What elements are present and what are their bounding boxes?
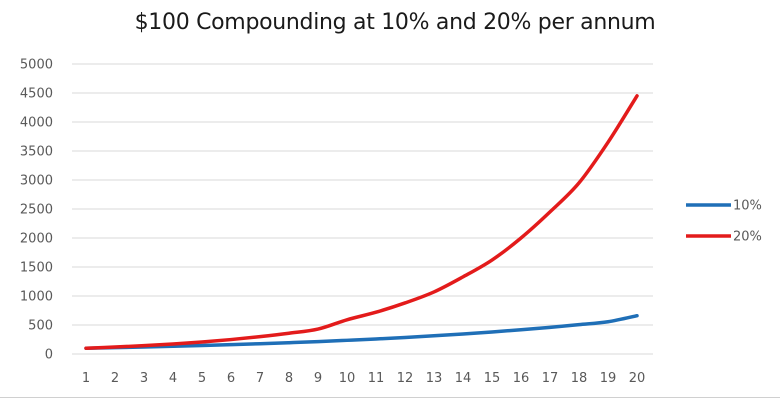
x-axis-ticks: 1 2 3 4 5 6 7 8 9 10 11 12 13 14 15 16 17 18 19 20 [82, 371, 645, 386]
y-tick-label: 4000 [20, 116, 53, 131]
y-tick-label: 4500 [20, 87, 53, 102]
x-tick-label: 19 [600, 371, 617, 386]
chart-title: $100 Compounding at 10% and 20% per annu… [134, 10, 656, 35]
x-tick-label: 3 [140, 371, 148, 386]
y-tick-label: 1000 [20, 290, 53, 305]
y-tick-label: 0 [45, 348, 53, 363]
x-tick-label: 16 [513, 371, 530, 386]
y-tick-label: 3000 [20, 174, 53, 189]
x-tick-label: 4 [169, 371, 177, 386]
legend: 10% 20% [686, 199, 762, 245]
x-tick-label: 5 [198, 371, 206, 386]
legend-item: 20% [686, 230, 762, 245]
y-tick-label: 2000 [20, 232, 53, 247]
x-tick-label: 13 [426, 371, 443, 386]
chart-border-bottom [0, 397, 780, 398]
gridlines [72, 63, 653, 355]
x-tick-label: 6 [227, 371, 235, 386]
y-axis-ticks: 0 500 1000 1500 2000 2500 3000 3500 4000 4500 5000 [20, 58, 53, 363]
x-tick-label: 8 [285, 371, 293, 386]
series-lines [84, 94, 639, 350]
x-tick-label: 10 [339, 371, 356, 386]
x-tick-label: 17 [542, 371, 559, 386]
y-tick-label: 2500 [20, 203, 53, 218]
y-tick-label: 5000 [20, 58, 53, 73]
series-line-20pct [84, 94, 639, 350]
x-tick-label: 20 [629, 371, 646, 386]
legend-label: 10% [733, 199, 762, 214]
y-tick-label: 3500 [20, 145, 53, 160]
legend-label: 20% [733, 230, 762, 245]
legend-item: 10% [686, 199, 762, 214]
x-tick-label: 7 [256, 371, 264, 386]
y-tick-label: 500 [28, 319, 53, 334]
series-line-10pct [84, 313, 639, 350]
x-tick-label: 18 [571, 371, 588, 386]
x-tick-label: 12 [397, 371, 414, 386]
x-tick-label: 11 [368, 371, 385, 386]
y-tick-label: 1500 [20, 261, 53, 276]
x-tick-label: 1 [82, 371, 90, 386]
x-tick-label: 9 [314, 371, 322, 386]
x-tick-label: 15 [484, 371, 501, 386]
x-tick-label: 14 [455, 371, 472, 386]
x-tick-label: 2 [111, 371, 119, 386]
